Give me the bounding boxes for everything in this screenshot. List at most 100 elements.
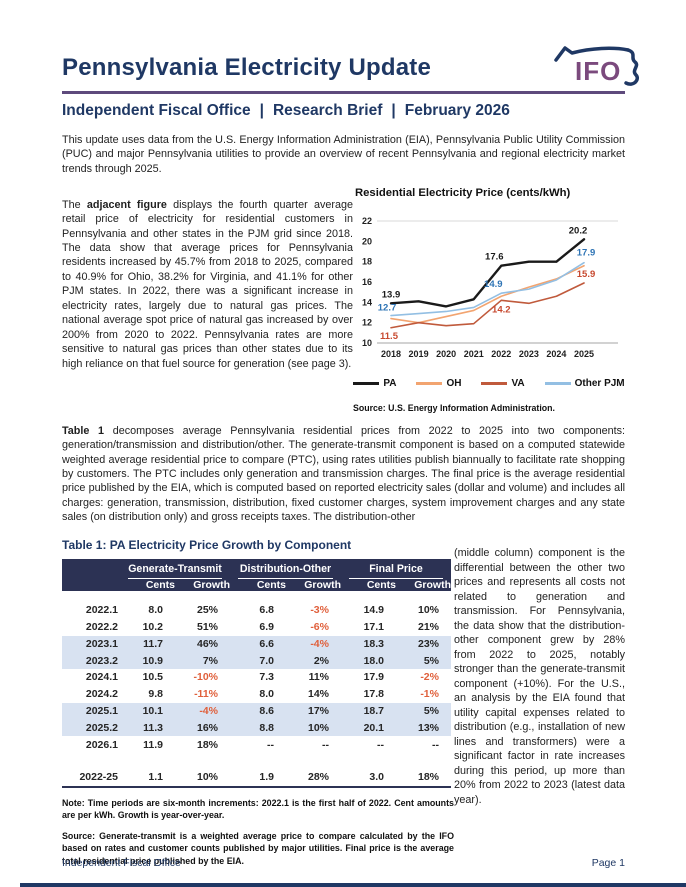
value-cell: 23% <box>396 635 451 653</box>
side-paragraph: (middle column) component is the differe… <box>454 546 625 806</box>
subheader-growth: Growth <box>396 579 451 592</box>
value-cell: -- <box>432 738 439 751</box>
value-cell: 10% <box>175 768 230 788</box>
x-tick-label: 2018 <box>381 349 401 359</box>
data-label: 12.7 <box>378 302 397 313</box>
value-cell: -4% <box>175 702 230 720</box>
value-cell: 7.3 <box>259 671 274 684</box>
value-cell: 10.2 <box>142 621 163 634</box>
logo-text: IFO <box>575 56 621 86</box>
value-cell: 11% <box>308 671 329 684</box>
value-cell: 6.6 <box>230 635 286 653</box>
figure-paragraph-bold: adjacent figure <box>86 198 167 211</box>
x-tick-label: 2021 <box>464 349 484 359</box>
value-cell: 6.8 <box>259 604 274 617</box>
legend-line-swatch <box>481 381 508 385</box>
value-cell: 2% <box>286 652 341 670</box>
value-cell: 16% <box>175 719 230 737</box>
value-cell: 8.0 <box>259 688 274 701</box>
title-rule <box>62 91 625 94</box>
group-header: Final Price <box>341 559 451 580</box>
legend-label: PA <box>383 377 397 389</box>
value-cell: -- <box>377 738 384 751</box>
value-cell: -6% <box>310 621 329 634</box>
value-cell: 17.1 <box>363 621 384 634</box>
pipe-separator: | <box>259 102 264 119</box>
legend-item: OH <box>416 378 461 389</box>
period-cell: 2022-25 <box>62 768 120 788</box>
figure-paragraph-pre: The <box>62 198 87 211</box>
y-tick-label: 10 <box>362 338 372 348</box>
footer-page-number: Page 1 <box>591 857 625 869</box>
value-cell: 8.8 <box>230 719 286 737</box>
spacer-cell <box>62 591 451 602</box>
x-tick-label: 2019 <box>409 349 429 359</box>
value-cell: 7% <box>175 652 230 670</box>
period-cell: 2024.1 <box>85 671 118 684</box>
value-cell: -2% <box>420 671 439 684</box>
period-cell: 2025.1 <box>62 702 120 720</box>
value-cell: 18.7 <box>341 702 396 720</box>
data-label: 17.6 <box>485 252 504 263</box>
legend-label: Other PJM <box>574 377 625 389</box>
subheader-growth: Growth <box>286 579 341 592</box>
pipe-separator: | <box>391 102 396 119</box>
chart-line-va <box>390 282 585 329</box>
x-tick-label: 2025 <box>574 349 594 359</box>
table-paragraph-bold: Table 1 <box>62 424 105 437</box>
ifo-logo: IFO <box>551 40 643 92</box>
table-section: Table 1: PA Electricity Price Growth by … <box>62 535 625 876</box>
period-cell: 2022.2 <box>85 621 118 634</box>
value-cell: 14% <box>307 688 329 701</box>
spacer-row <box>62 591 451 602</box>
chart-line-oh <box>390 264 585 324</box>
figure-paragraph: The adjacent figure displays the fourth … <box>62 198 353 402</box>
price-growth-table: Generate-Transmit Distribution-Other Fin… <box>62 559 451 788</box>
y-tick-label: 16 <box>362 277 372 287</box>
value-cell: 10% <box>417 604 439 617</box>
value-cell: -10% <box>193 671 218 684</box>
intro-paragraph: This update uses data from the U.S. Ener… <box>62 134 625 175</box>
subheader-cents: Cents <box>230 579 286 592</box>
value-cell: 25% <box>196 604 218 617</box>
x-tick-label: 2022 <box>491 349 511 359</box>
value-cell: 21% <box>417 621 439 634</box>
group-final-price: Final Price <box>349 559 443 580</box>
data-label: 17.9 <box>577 248 596 259</box>
table-row: 2023.2 10.9 7% 7.0 2% 18.0 5% <box>62 652 451 670</box>
value-cell: 5% <box>396 652 451 670</box>
value-cell: 8.6 <box>230 702 286 720</box>
table-block: Table 1: PA Electricity Price Growth by … <box>62 535 454 876</box>
footer-office-name: Independent Fiscal Office <box>62 857 181 869</box>
value-cell: 10.1 <box>120 702 175 720</box>
value-cell: 20.1 <box>341 719 396 737</box>
table-row: 2026.1 11.9 18% -- -- -- -- <box>62 736 451 753</box>
value-cell: 5% <box>396 702 451 720</box>
legend-label: OH <box>446 377 462 389</box>
value-cell: -1% <box>420 688 439 701</box>
value-cell: -11% <box>194 688 218 701</box>
table-row: 2022-25 1.1 10% 1.9 28% 3.0 18% <box>62 768 451 788</box>
group-generate-transmit: Generate-Transmit <box>128 559 222 580</box>
legend-item: Other PJM <box>544 377 625 389</box>
table-row: 2024.2 9.8 -11% 8.0 14% 17.8 -1% <box>62 686 451 703</box>
pennsylvania-outline-icon: IFO <box>554 46 639 86</box>
x-tick-label: 2020 <box>436 349 456 359</box>
period-cell: 2024.2 <box>85 688 118 701</box>
value-cell: 13% <box>396 719 451 737</box>
two-column-section: The adjacent figure displays the fourth … <box>62 187 625 413</box>
period-cell: 2023.2 <box>62 652 120 670</box>
legend-label: VA <box>511 377 525 389</box>
page-title: Pennsylvania Electricity Update <box>62 54 432 81</box>
value-cell: -4% <box>286 635 341 653</box>
chart-block: Residential Electricity Price (cents/kWh… <box>353 187 625 413</box>
value-cell: 1.9 <box>230 768 286 788</box>
table-body: 2022.1 8.0 25% 6.8 -3% 14.9 10% 2022.2 10.2 51% 6.… <box>62 591 451 788</box>
data-label: 20.2 <box>569 225 588 236</box>
chart-line-pa <box>389 237 586 308</box>
value-cell: 11.7 <box>120 635 175 653</box>
subheader-growth: Growth <box>175 579 230 592</box>
legend-line-swatch <box>416 381 443 385</box>
subtitle-date: February 2026 <box>404 102 510 119</box>
table-row: 2025.2 11.3 16% 8.8 10% 20.1 13% <box>62 719 451 737</box>
